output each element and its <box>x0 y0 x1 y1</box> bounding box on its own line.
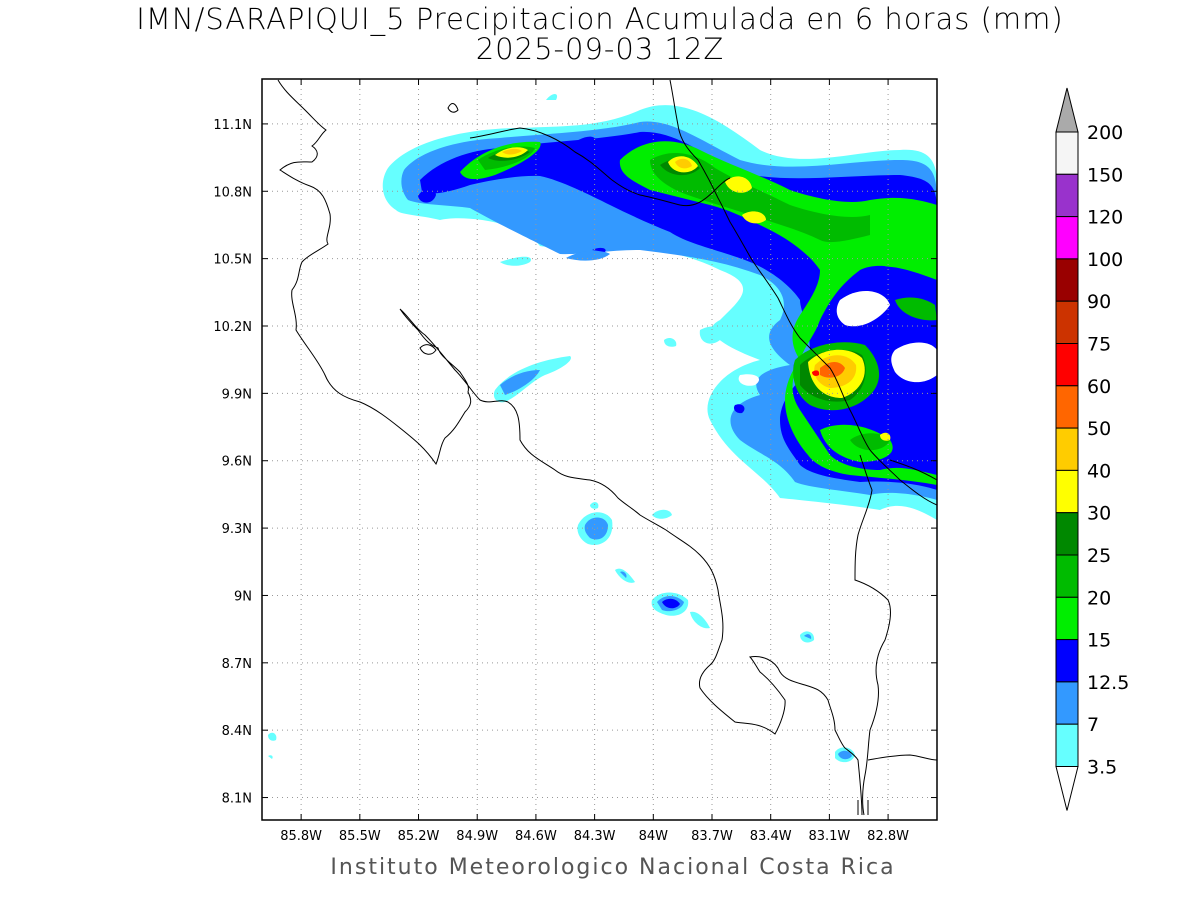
lon-tick-label: 82.8W <box>867 829 909 844</box>
lat-tick-label: 11.1N <box>213 118 252 133</box>
colorbar-under-triangle <box>1055 766 1079 811</box>
lon-tick-label: 84.3W <box>574 829 616 844</box>
lat-tick-label: 10.8N <box>213 185 252 200</box>
colorbar-swatch <box>1055 469 1079 514</box>
colorbar-swatch <box>1055 596 1079 641</box>
lat-tick-label: 10.2N <box>213 320 252 335</box>
lon-tick-label: 84W <box>639 829 669 844</box>
lon-tick-label: 83.4W <box>750 829 792 844</box>
lon-tick-label: 84.9W <box>456 829 498 844</box>
colorbar-label: 60 <box>1087 376 1111 398</box>
map-frame <box>261 78 938 821</box>
colorbar-swatch <box>1055 343 1079 387</box>
colorbar-swatch <box>1055 554 1079 598</box>
colorbar-label: 25 <box>1087 545 1111 567</box>
colorbar-label: 20 <box>1087 587 1111 609</box>
lon-tick-label: 83.1W <box>808 829 850 844</box>
colorbar-swatch <box>1055 300 1079 345</box>
colorbar-label: 90 <box>1087 291 1111 313</box>
coastline-borders <box>277 79 937 816</box>
colorbar-label: 120 <box>1087 207 1123 229</box>
lat-tick-label: 9.3N <box>222 522 252 537</box>
colorbar-label: 50 <box>1087 418 1111 440</box>
lat-tick-label: 9N <box>234 589 252 604</box>
lon-tick-label: 85.8W <box>280 829 322 844</box>
lat-tick-label: 9.6N <box>222 455 252 470</box>
latitude-axis: 11.1N 10.8N 10.5N 10.2N 9.9N 9.6N 9.3N 9N 8.7N 8.… <box>213 118 937 807</box>
colorbar-swatch <box>1055 258 1079 302</box>
colorbar-label: 75 <box>1087 334 1111 356</box>
lat-tick-label: 8.4N <box>222 724 252 739</box>
lon-tick-label: 83.7W <box>691 829 733 844</box>
lat-tick-label: 9.9N <box>222 387 252 402</box>
colorbar-swatch <box>1055 216 1079 260</box>
colorbar-legend: 200 150 120 100 90 75 60 50 40 30 25 20 15 12.5 7 3.5 <box>1055 87 1129 811</box>
lat-tick-label: 8.7N <box>222 657 252 672</box>
colorbar-label: 7 <box>1087 714 1099 736</box>
colorbar-label: 12.5 <box>1087 672 1129 694</box>
colorbar-swatch <box>1055 512 1079 556</box>
colorbar-label: 40 <box>1087 460 1111 482</box>
colorbar-swatch <box>1055 173 1079 218</box>
credit-text: Instituto Meteorologico Nacional Costa R… <box>330 855 896 880</box>
chart-title: IMN/SARAPIQUI_5 Precipitacion Acumulada … <box>136 2 1064 36</box>
chart-subtitle-datetime: 2025-09-03 12Z <box>475 32 725 66</box>
colorbar-label: 15 <box>1087 630 1111 652</box>
lat-tick-label: 8.1N <box>222 792 252 807</box>
colorbar-swatch <box>1055 385 1079 429</box>
colorbar-label: 30 <box>1087 503 1111 525</box>
colorbar-label: 3.5 <box>1087 757 1117 779</box>
lon-tick-label: 85.5W <box>339 829 381 844</box>
colorbar-swatch <box>1055 639 1079 683</box>
colorbar-over-triangle <box>1055 87 1079 133</box>
lon-tick-label: 84.6W <box>515 829 557 844</box>
lon-tick-label: 85.2W <box>398 829 440 844</box>
colorbar-label: 100 <box>1087 249 1123 271</box>
colorbar-swatch <box>1055 427 1079 471</box>
colorbar-label: 200 <box>1087 122 1123 144</box>
colorbar-swatch <box>1055 681 1079 725</box>
precipitation-field <box>268 94 937 763</box>
colorbar-swatch <box>1055 131 1079 175</box>
colorbar-swatch <box>1055 723 1079 768</box>
colorbar-label: 150 <box>1087 164 1123 186</box>
lat-tick-label: 10.5N <box>213 253 252 268</box>
longitude-axis: 85.8W 85.5W 85.2W 84.9W 84.6W 84.3W 84W 83.7W 83… <box>280 79 909 844</box>
map-grid <box>262 79 937 820</box>
